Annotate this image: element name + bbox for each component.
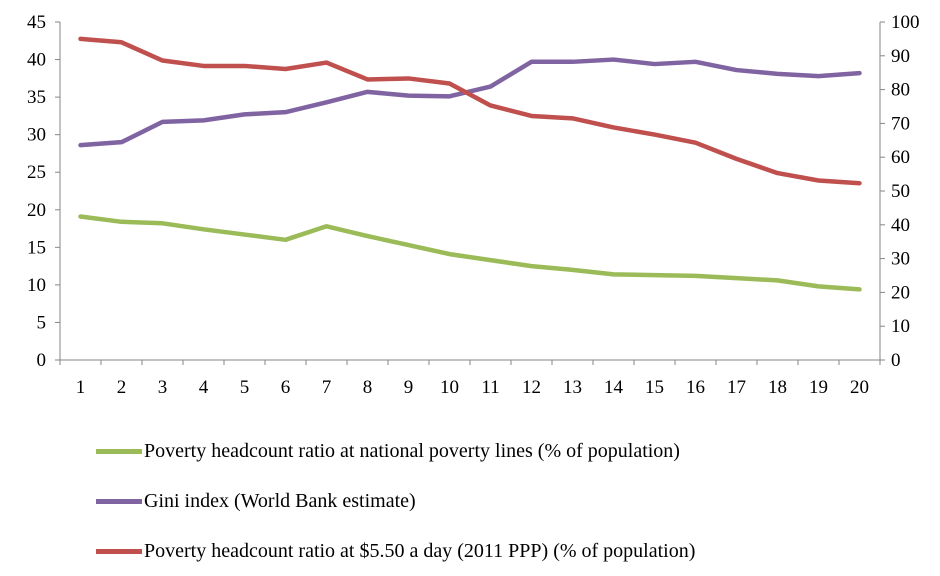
- x-tick-label: 4: [199, 377, 209, 398]
- legend-label-national-poverty: Poverty headcount ratio at national pove…: [144, 439, 680, 462]
- y-left-tick-label: 45: [27, 12, 46, 33]
- x-tick-label: 15: [645, 377, 664, 398]
- y-left-tick-label: 35: [27, 87, 46, 108]
- axes: 0510152025303540450102030405060708090100…: [27, 12, 920, 398]
- y-left-tick-label: 30: [27, 125, 46, 146]
- legend-swatch-gini-index: [96, 498, 142, 504]
- x-tick-label: 18: [768, 377, 787, 398]
- line-chart: 0510152025303540450102030405060708090100…: [27, 12, 920, 398]
- x-tick-label: 13: [563, 377, 582, 398]
- x-tick-label: 20: [850, 377, 869, 398]
- legend: Poverty headcount ratio at national pove…: [96, 426, 695, 576]
- y-right-tick-label: 20: [891, 282, 910, 303]
- x-tick-label: 16: [686, 377, 705, 398]
- y-right-tick-label: 80: [891, 80, 910, 101]
- series-line-2: [78, 36, 862, 186]
- x-tick-label: 10: [440, 377, 459, 398]
- x-tick-label: 12: [522, 377, 541, 398]
- legend-item-poverty-5-50: Poverty headcount ratio at $5.50 a day (…: [96, 526, 695, 576]
- y-right-tick-label: 70: [891, 113, 910, 134]
- x-tick-label: 19: [809, 377, 828, 398]
- legend-swatch-poverty-5-50: [96, 548, 142, 554]
- legend-item-gini-index: Gini index (World Bank estimate): [96, 476, 695, 526]
- x-tick-label: 2: [117, 377, 127, 398]
- x-tick-label: 14: [604, 377, 624, 398]
- legend-item-national-poverty: Poverty headcount ratio at national pove…: [96, 426, 695, 476]
- series-line-0: [78, 214, 862, 292]
- y-right-tick-label: 40: [891, 215, 910, 236]
- y-right-tick-label: 90: [891, 46, 910, 67]
- legend-label-poverty-5-50: Poverty headcount ratio at $5.50 a day (…: [144, 539, 696, 562]
- y-right-tick-label: 30: [891, 249, 910, 270]
- x-tick-label: 11: [481, 377, 499, 398]
- legend-label-gini-index: Gini index (World Bank estimate): [144, 489, 416, 512]
- series-line-1: [78, 57, 862, 148]
- x-tick-label: 1: [76, 377, 86, 398]
- y-right-tick-label: 0: [891, 350, 901, 371]
- y-left-tick-label: 0: [37, 350, 47, 371]
- y-right-tick-label: 10: [891, 316, 910, 337]
- y-left-tick-label: 15: [27, 237, 46, 258]
- y-left-tick-label: 25: [27, 162, 46, 183]
- legend-swatch-national-poverty: [96, 448, 142, 454]
- x-tick-label: 3: [158, 377, 168, 398]
- x-tick-label: 17: [727, 377, 746, 398]
- x-tick-label: 8: [363, 377, 373, 398]
- y-left-tick-label: 40: [27, 50, 46, 71]
- y-left-tick-label: 20: [27, 200, 46, 221]
- x-tick-label: 9: [404, 377, 414, 398]
- y-left-tick-label: 5: [37, 312, 47, 333]
- y-left-tick-label: 10: [27, 275, 46, 296]
- x-tick-label: 7: [322, 377, 332, 398]
- series-lines: [78, 36, 862, 292]
- x-tick-label: 5: [240, 377, 250, 398]
- y-right-tick-label: 60: [891, 147, 910, 168]
- y-right-tick-label: 50: [891, 181, 910, 202]
- x-tick-label: 6: [281, 377, 291, 398]
- y-right-tick-label: 100: [891, 12, 920, 33]
